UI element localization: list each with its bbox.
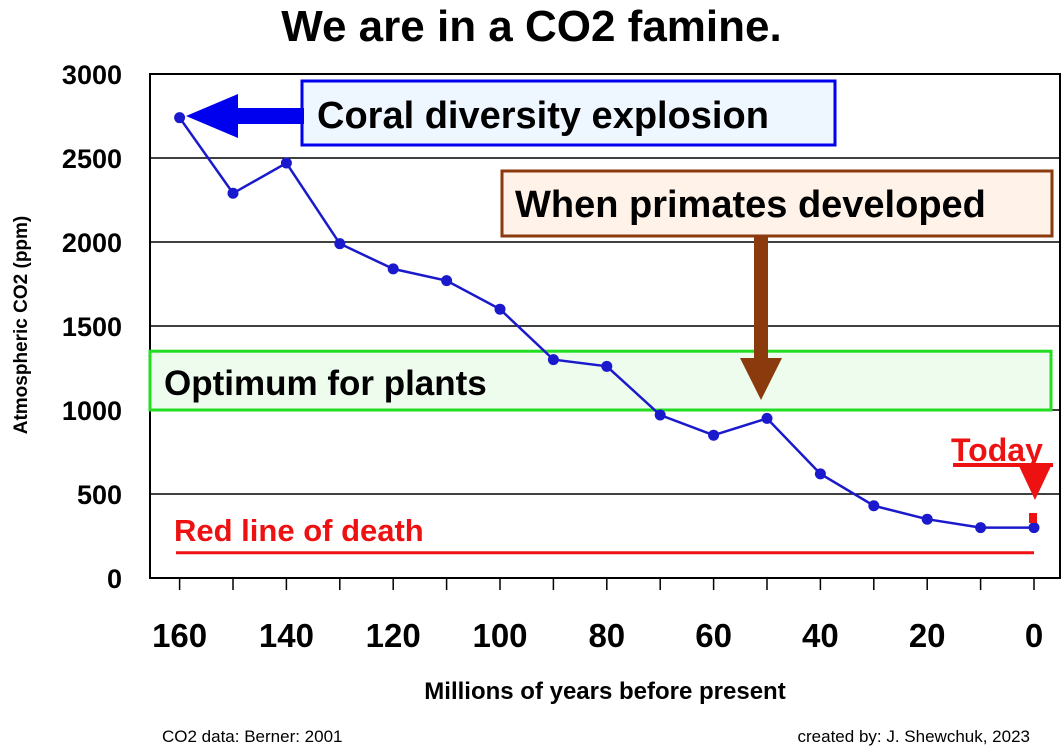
data-point (708, 429, 720, 441)
death-label: Red line of death (174, 513, 424, 548)
data-point (814, 468, 826, 480)
co2-series (174, 112, 1040, 534)
data-point (601, 360, 613, 372)
data-point (227, 187, 239, 199)
primates-arrow-head (740, 358, 782, 400)
data-point (761, 412, 773, 424)
plot-frame (149, 73, 1061, 579)
primates-label: When primates developed (515, 184, 986, 226)
y-tick-label: 0 (107, 564, 122, 594)
y-tick-label: 1000 (62, 396, 122, 426)
primates-arrow-shaft (754, 236, 768, 360)
data-point (921, 513, 933, 525)
data-point (494, 303, 506, 315)
optimum-box (148, 349, 1053, 412)
x-tick-labels: 160 140 120 100 80 60 40 20 0 (152, 578, 1043, 654)
x-axis-label: Millions of years before present (424, 678, 786, 705)
primates-box (500, 169, 1054, 238)
y-tick-label: 3000 (62, 60, 122, 90)
data-source-credit: CO2 data: Berner: 2001 (162, 727, 343, 746)
x-tick-label: 120 (366, 617, 421, 654)
coral-arrow-shaft (236, 108, 304, 124)
primates-annotation: When primates developed (500, 169, 1054, 400)
x-tick-label: 40 (802, 617, 839, 654)
today-marker (1029, 513, 1037, 523)
data-point (280, 157, 292, 169)
chart-title: We are in a CO2 famine. (281, 2, 782, 51)
data-point (975, 522, 987, 534)
y-axis-label: Atmospheric CO2 (ppm) (11, 215, 32, 435)
optimum-band: Optimum for plants (148, 349, 1053, 412)
x-tick-label: 160 (152, 617, 207, 654)
x-tick-label: 140 (259, 617, 314, 654)
data-point (387, 263, 399, 275)
coral-label: Coral diversity explosion (317, 95, 769, 137)
coral-annotation: Coral diversity explosion (186, 79, 837, 147)
y-tick-labels: 0 500 1000 1500 2000 2500 3000 (62, 60, 122, 594)
data-point (174, 112, 186, 124)
data-point (654, 409, 666, 421)
x-tick-label: 0 (1025, 617, 1043, 654)
y-tick-label: 500 (77, 480, 122, 510)
y-tick-label: 2500 (62, 144, 122, 174)
coral-arrow-head (186, 94, 238, 138)
y-tick-label: 2000 (62, 228, 122, 258)
data-point (547, 354, 559, 366)
today-annotation: Today (951, 432, 1053, 523)
x-tick-label: 20 (909, 617, 946, 654)
today-arrow-head (1019, 466, 1051, 500)
optimum-label: Optimum for plants (164, 364, 487, 403)
today-label: Today (951, 432, 1043, 468)
x-tick-label: 60 (695, 617, 732, 654)
gridlines (150, 73, 1060, 579)
data-point (1028, 522, 1040, 534)
x-tick-label: 80 (588, 617, 625, 654)
red-line-of-death: Red line of death (174, 513, 1034, 555)
today-underline (953, 463, 1053, 467)
x-tick-label: 100 (472, 617, 527, 654)
y-tick-label: 1500 (62, 312, 122, 342)
data-point (868, 500, 880, 512)
author-credit: created by: J. Shewchuk, 2023 (797, 727, 1030, 746)
data-point (441, 275, 453, 287)
data-point (334, 238, 346, 250)
